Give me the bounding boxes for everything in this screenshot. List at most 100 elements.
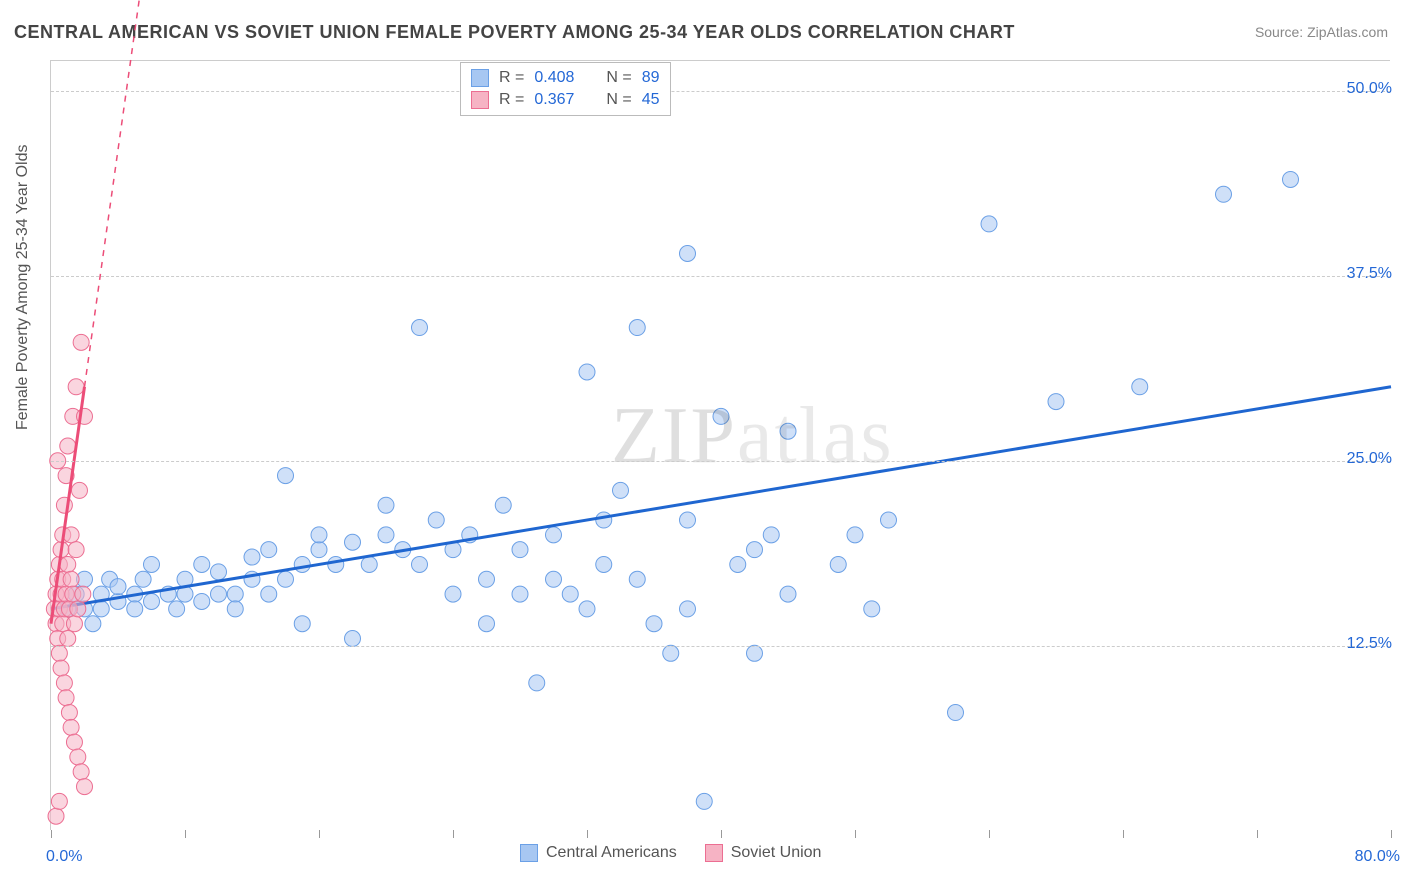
data-point (780, 423, 796, 439)
data-point (1216, 186, 1232, 202)
data-point (479, 616, 495, 632)
source-value: ZipAtlas.com (1307, 24, 1388, 40)
r-value: 0.367 (534, 91, 574, 109)
r-label: R = (499, 69, 524, 87)
x-tick (1257, 830, 1258, 838)
data-point (261, 542, 277, 558)
n-value: 45 (642, 91, 660, 109)
data-point (361, 556, 377, 572)
data-point (596, 556, 612, 572)
data-point (261, 586, 277, 602)
y-axis-label: Female Poverty Among 25-34 Year Olds (14, 145, 32, 431)
data-point (412, 320, 428, 336)
data-point (294, 556, 310, 572)
data-point (1132, 379, 1148, 395)
data-point (445, 586, 461, 602)
data-point (73, 764, 89, 780)
data-point (85, 616, 101, 632)
legend-label: Central Americans (546, 844, 677, 862)
data-point (763, 527, 779, 543)
data-point (378, 527, 394, 543)
data-point (58, 690, 74, 706)
data-point (495, 497, 511, 513)
data-point (53, 660, 69, 676)
data-point (60, 631, 76, 647)
y-tick-label: 12.5% (1347, 635, 1392, 653)
data-point (730, 556, 746, 572)
data-point (562, 586, 578, 602)
chart-title: CENTRAL AMERICAN VS SOVIET UNION FEMALE … (14, 22, 1015, 43)
data-point (328, 556, 344, 572)
data-point (1283, 171, 1299, 187)
data-point (378, 497, 394, 513)
data-point (529, 675, 545, 691)
x-tick-label: 80.0% (1340, 848, 1400, 866)
data-point (211, 564, 227, 580)
data-point (629, 320, 645, 336)
data-point (211, 586, 227, 602)
x-tick (1391, 830, 1392, 838)
data-point (680, 512, 696, 528)
trend-line-dashed (85, 0, 169, 387)
x-tick (1123, 830, 1124, 838)
data-point (93, 601, 109, 617)
data-point (345, 534, 361, 550)
data-point (629, 571, 645, 587)
data-point (345, 631, 361, 647)
legend-swatch (520, 844, 538, 862)
data-point (63, 571, 79, 587)
data-point (713, 408, 729, 424)
data-point (294, 616, 310, 632)
data-point (1048, 394, 1064, 410)
data-point (428, 512, 444, 528)
data-point (68, 542, 84, 558)
data-point (412, 556, 428, 572)
data-point (596, 512, 612, 528)
data-point (747, 542, 763, 558)
legend-label: Soviet Union (731, 844, 822, 862)
chart-container: CENTRAL AMERICAN VS SOVIET UNION FEMALE … (0, 0, 1406, 892)
data-point (881, 512, 897, 528)
legend-series: Central Americans Soviet Union (520, 844, 821, 862)
data-point (864, 601, 880, 617)
legend-swatch (471, 91, 489, 109)
x-tick-label: 0.0% (46, 848, 82, 866)
data-point (227, 601, 243, 617)
y-tick-label: 50.0% (1347, 80, 1392, 98)
data-point (311, 542, 327, 558)
legend-swatch (705, 844, 723, 862)
data-point (110, 579, 126, 595)
data-point (579, 601, 595, 617)
gridline-h (51, 646, 1390, 647)
data-point (51, 645, 67, 661)
data-point (66, 734, 82, 750)
legend-item: Central Americans (520, 844, 677, 862)
data-point (479, 571, 495, 587)
legend-stat-row: R =0.408N =89 (471, 67, 660, 89)
legend-swatch (471, 69, 489, 87)
data-point (73, 334, 89, 350)
data-point (61, 705, 77, 721)
n-label: N = (606, 91, 631, 109)
data-point (646, 616, 662, 632)
data-point (512, 542, 528, 558)
data-point (227, 586, 243, 602)
x-tick (453, 830, 454, 838)
y-tick-label: 37.5% (1347, 265, 1392, 283)
data-point (244, 549, 260, 565)
legend-item: Soviet Union (705, 844, 822, 862)
x-tick (721, 830, 722, 838)
r-value: 0.408 (534, 69, 574, 87)
data-point (51, 793, 67, 809)
data-point (75, 586, 91, 602)
data-point (278, 468, 294, 484)
data-point (77, 779, 93, 795)
data-point (747, 645, 763, 661)
plot-svg (51, 61, 1390, 830)
data-point (68, 379, 84, 395)
data-point (830, 556, 846, 572)
legend-stat-row: R =0.367N =45 (471, 89, 660, 111)
data-point (680, 246, 696, 262)
data-point (512, 586, 528, 602)
x-tick (185, 830, 186, 838)
